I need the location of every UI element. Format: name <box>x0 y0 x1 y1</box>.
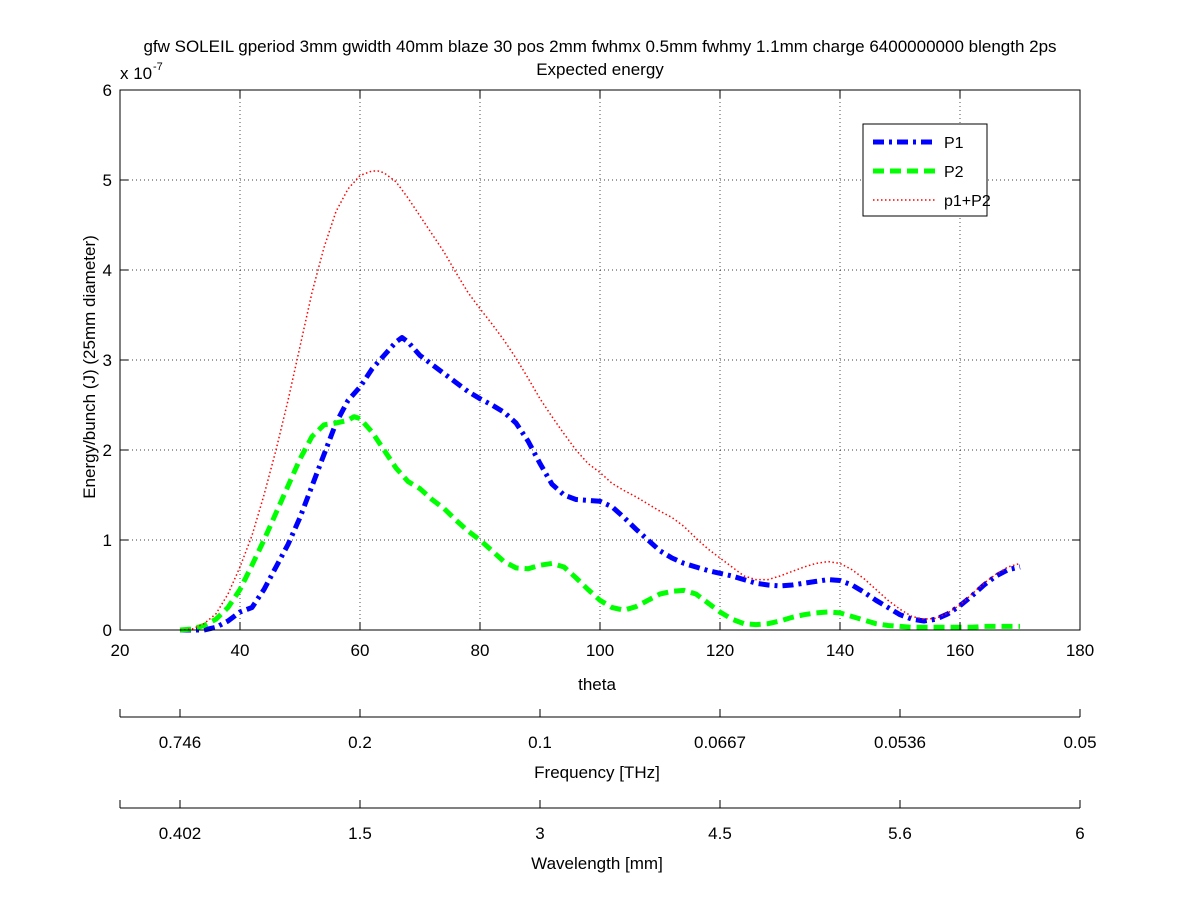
x-tick-label: 160 <box>946 641 974 660</box>
frequency-tick-label: 0.1 <box>528 733 552 752</box>
x-tick-label: 40 <box>231 641 250 660</box>
series-line-sum <box>179 170 1021 631</box>
y-tick-label: 4 <box>103 261 112 280</box>
x-tick-label: 20 <box>111 641 130 660</box>
x-tick-label: 120 <box>706 641 734 660</box>
wavelength-tick-label: 4.5 <box>708 824 732 843</box>
frequency-tick-label: 0.0667 <box>694 733 746 752</box>
y-tick-label: 6 <box>103 81 112 100</box>
legend: P1 P2 p1+P2 <box>862 123 991 217</box>
x-tick-label: 180 <box>1066 641 1094 660</box>
frequency-tick-label: 0.2 <box>348 733 372 752</box>
frequency-tick-label: 0.0536 <box>874 733 926 752</box>
series-line-p1 <box>180 335 1021 633</box>
wavelength-axis: Wavelength [mm] 0.402 1.5 3 4.5 5.6 6 <box>119 800 1085 873</box>
x-tick-label: 100 <box>586 641 614 660</box>
y-axis-label: Energy/bunch (J) (25mm diameter) <box>80 235 99 499</box>
y-tick-label: 2 <box>103 441 112 460</box>
legend-label-sum: p1+P2 <box>944 193 991 210</box>
y-tick-label: 1 <box>103 531 112 550</box>
frequency-tick-label: 0.05 <box>1063 733 1096 752</box>
wavelength-tick-label: 6 <box>1075 824 1084 843</box>
y-exponent-base: x 10 <box>120 64 152 83</box>
main-axis-ticks: 20 40 60 80 100 120 140 160 180 0 1 2 3 4 5 6 <box>103 81 1095 660</box>
y-tick-label: 5 <box>103 171 112 190</box>
legend-label-p1: P1 <box>944 135 964 152</box>
y-tick-label: 0 <box>103 621 112 640</box>
wavelength-tick-label: 3 <box>535 824 544 843</box>
y-tick-label: 3 <box>103 351 112 370</box>
wavelength-tick-label: 1.5 <box>348 824 372 843</box>
x-tick-label: 140 <box>826 641 854 660</box>
chart-title: gfw SOLEIL gperiod 3mm gwidth 40mm blaze… <box>143 37 1056 56</box>
wavelength-tick-label: 5.6 <box>888 824 912 843</box>
series-lines <box>179 170 1021 633</box>
wavelength-axis-label: Wavelength [mm] <box>531 854 663 873</box>
series-line-p2 <box>179 414 1020 633</box>
x-tick-label: 60 <box>351 641 370 660</box>
wavelength-tick-label: 0.402 <box>159 824 202 843</box>
frequency-axis-label: Frequency [THz] <box>534 763 660 782</box>
y-exponent-power: -7 <box>153 61 163 73</box>
chart-subtitle: Expected energy <box>536 60 664 79</box>
x-tick-label: 80 <box>471 641 490 660</box>
legend-label-p2: P2 <box>944 164 964 181</box>
x-axis-label: theta <box>578 675 616 694</box>
frequency-tick-label: 0.746 <box>159 733 202 752</box>
frequency-axis: Frequency [THz] 0.746 0.2 0.1 0.0667 0.0536 0… <box>119 709 1097 782</box>
